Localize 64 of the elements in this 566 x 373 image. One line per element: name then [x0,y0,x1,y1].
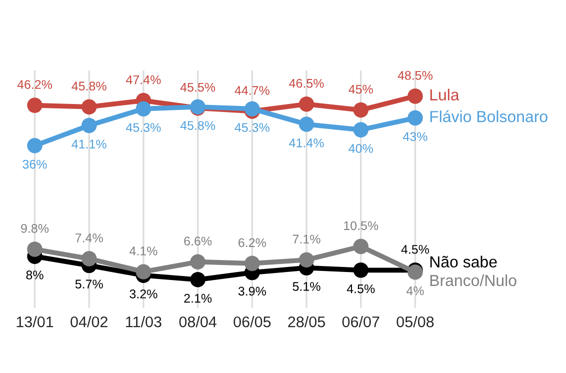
x-tick-label: 28/05 [288,316,325,328]
data-label: 4.1% [130,246,158,256]
point [408,110,423,126]
point [408,88,423,104]
series-label: Não sabe [430,256,497,268]
data-label: 5.1% [292,282,320,291]
point [244,256,260,272]
point [353,262,368,278]
data-label: 4% [406,286,424,296]
data-label: 6.2% [238,238,266,248]
data-label: 43% [402,132,428,142]
x-tick-label: 06/05 [234,316,271,328]
data-label: 7.1% [292,234,320,244]
data-label: 48.5% [398,70,432,80]
point [298,96,314,112]
data-label: 44.7% [234,86,270,95]
data-label: 45% [348,84,373,94]
point [136,101,152,116]
data-label: 41.4% [289,138,324,148]
series-label: Lula [430,88,460,100]
point [136,264,152,280]
data-label: 45.5% [180,82,216,92]
x-tick-label: 11/03 [126,316,162,328]
data-label: 4.5% [346,284,375,294]
data-label: 6.6% [184,236,212,246]
point [81,251,97,266]
point [27,98,42,113]
point [27,138,42,154]
point [353,238,368,254]
data-label: 41.1% [72,140,106,148]
data-label: 46.5% [289,78,324,88]
point [81,118,97,134]
data-label: 3.2% [130,290,158,298]
data-label: 5.7% [75,280,103,288]
point [27,242,42,257]
data-label: 10.5% [344,221,378,230]
point [353,102,368,118]
x-tick-label: 05/08 [396,316,434,328]
data-label: 45.8% [180,121,216,130]
data-label: 45.8% [72,82,106,91]
data-label: 4.5% [401,245,430,254]
data-label: 3.9% [238,286,266,296]
data-label: 45.3% [126,123,161,132]
data-label: 45.3% [234,123,270,132]
point [190,272,206,288]
point [353,122,368,138]
point [81,99,97,115]
point [298,116,314,132]
x-tick-label: 04/02 [70,316,108,328]
series-label: Flávio Bolsonaro [430,110,548,122]
point [190,254,206,270]
data-label: 9.8% [21,224,49,233]
data-label: 36% [22,160,47,169]
point [298,252,314,268]
data-label: 40% [348,144,373,153]
x-tick-label: 13/01 [16,316,54,328]
x-tick-label: 08/04 [179,316,216,328]
data-label: 7.4% [76,234,103,242]
x-tick-label: 06/07 [342,316,380,328]
data-label: 2.1% [184,294,212,303]
data-label: 46.2% [17,80,52,89]
data-label: 8% [26,270,44,280]
data-label: 47.4% [126,75,161,84]
series-label: Branco/Nulo [430,274,516,286]
